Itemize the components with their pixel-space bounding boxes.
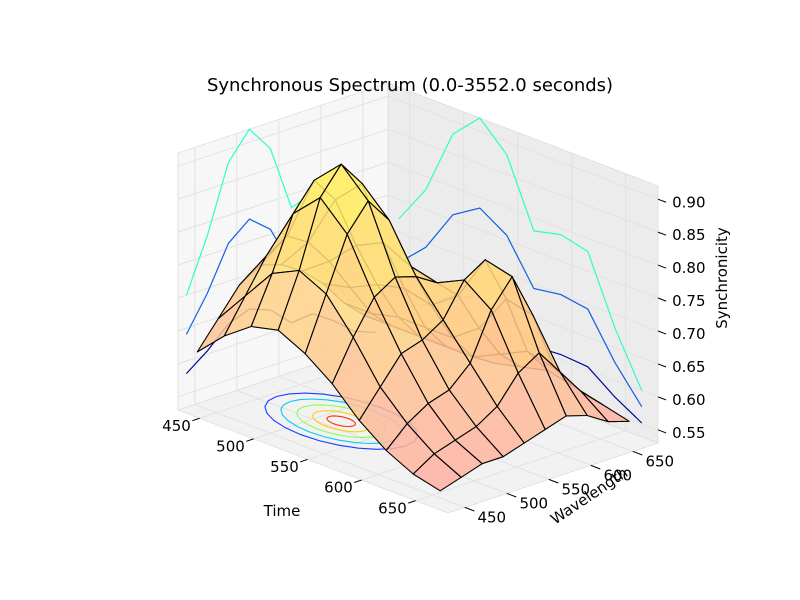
y-tick bbox=[464, 506, 475, 512]
z-tick bbox=[657, 330, 667, 335]
z-axis-label: Synchronicity bbox=[713, 227, 731, 329]
chart-title: Synchronous Spectrum (0.0-3552.0 seconds… bbox=[207, 75, 613, 96]
y-tick bbox=[590, 464, 601, 470]
x-tick bbox=[300, 458, 308, 463]
wall-grid-z bbox=[177, 194, 659, 299]
x-tick bbox=[408, 500, 416, 504]
floor-grid-y bbox=[194, 403, 465, 508]
right-wall-projection bbox=[398, 117, 643, 391]
floor-grid-x bbox=[415, 430, 626, 502]
z-tick bbox=[657, 264, 667, 269]
z-tick bbox=[657, 297, 667, 302]
z-tick bbox=[657, 429, 667, 434]
y-tick bbox=[548, 478, 559, 484]
x-tick bbox=[192, 417, 200, 422]
x-tick-label: 650 bbox=[378, 499, 407, 517]
z-tick-label: 0.75 bbox=[672, 292, 705, 310]
y-tick-label: 650 bbox=[645, 453, 674, 471]
x-tick bbox=[246, 438, 254, 442]
z-tick bbox=[657, 396, 667, 401]
surface-plot bbox=[196, 163, 630, 492]
y-tick bbox=[632, 450, 643, 456]
x-axis-label: Time bbox=[263, 502, 301, 520]
x-tick-label: 550 bbox=[270, 458, 299, 476]
x-tick bbox=[354, 479, 362, 483]
wall-grid-z bbox=[177, 161, 659, 266]
x-tick-label: 600 bbox=[324, 479, 353, 497]
z-tick-label: 0.65 bbox=[672, 358, 705, 376]
z-tick bbox=[657, 198, 667, 203]
surface-quad bbox=[412, 453, 462, 492]
z-tick-label: 0.90 bbox=[672, 193, 705, 211]
y-tick-label: 500 bbox=[519, 495, 548, 513]
axis-ticks: 450 500 550 600 650 450 500 550 600 650 0.55 0.60 0.… bbox=[162, 193, 705, 526]
x-tick-label: 450 bbox=[162, 417, 191, 435]
z-tick-label: 0.70 bbox=[672, 325, 705, 343]
z-tick-label: 0.85 bbox=[672, 226, 705, 244]
floor-contour bbox=[326, 415, 357, 428]
wall-grid-z bbox=[177, 95, 659, 200]
wall-grid-z bbox=[177, 128, 659, 233]
y-tick bbox=[506, 492, 517, 498]
z-tick-label: 0.80 bbox=[672, 259, 705, 277]
z-tick-label: 0.60 bbox=[672, 391, 705, 409]
x-tick-label: 500 bbox=[216, 438, 245, 456]
z-tick-label: 0.55 bbox=[672, 424, 705, 442]
right-wall-projection bbox=[398, 207, 643, 408]
y-tick-label: 600 bbox=[603, 467, 632, 485]
z-tick bbox=[657, 231, 667, 236]
y-tick-label: 450 bbox=[477, 509, 506, 527]
y-tick-label: 550 bbox=[561, 481, 590, 499]
z-tick bbox=[657, 363, 667, 368]
